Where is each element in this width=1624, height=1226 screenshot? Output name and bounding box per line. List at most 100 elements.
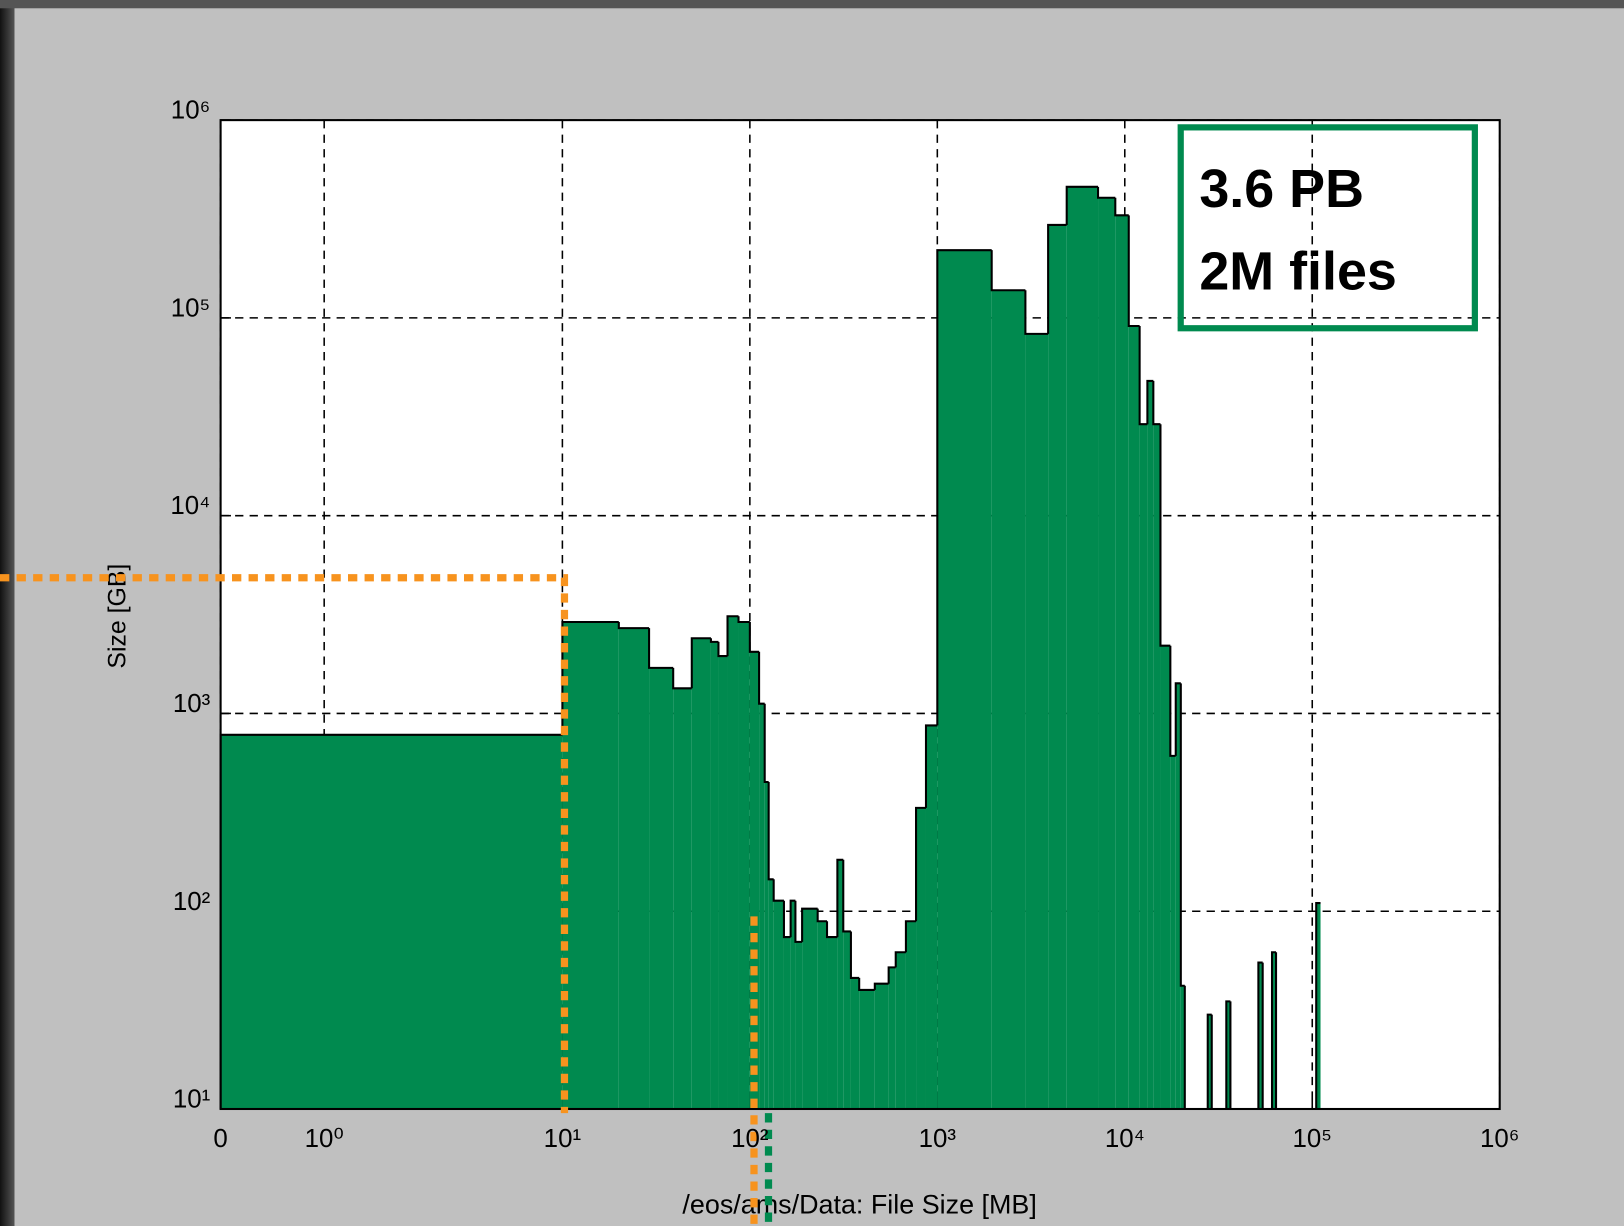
step-outline	[690, 637, 711, 689]
step-outline	[801, 907, 818, 942]
bar	[768, 879, 774, 1109]
step-outline	[836, 858, 844, 938]
left-edge	[0, 0, 15, 1226]
step-outline	[858, 977, 875, 991]
bar	[795, 941, 803, 1109]
bar	[991, 290, 1026, 1109]
step-outline	[748, 621, 760, 653]
step-outline	[1097, 186, 1116, 199]
bar	[1170, 755, 1176, 1109]
bar	[802, 908, 818, 1109]
step-outline	[763, 703, 769, 784]
bar	[874, 983, 889, 1109]
bar	[710, 641, 719, 1109]
step-outline	[816, 908, 828, 923]
step-outline	[1065, 185, 1099, 225]
y-tick-label: 10¹	[173, 1086, 211, 1114]
step-outline	[894, 951, 906, 968]
bar	[837, 859, 844, 1109]
bar	[1180, 985, 1185, 1109]
step-outline	[772, 879, 784, 902]
step-outline	[617, 621, 650, 630]
x-tick-label: 10⁶	[1480, 1125, 1519, 1153]
y-tick-label: 10⁵	[171, 294, 211, 322]
step-outline	[915, 806, 926, 922]
y-tick-label: 10³	[173, 690, 211, 718]
bar	[895, 952, 906, 1109]
orange-guide	[0, 574, 569, 1114]
x-tick-label: 10⁵	[1292, 1125, 1332, 1153]
step-outline	[904, 920, 917, 953]
step-outline	[1146, 379, 1154, 425]
bar	[850, 977, 860, 1109]
step-outline	[924, 724, 938, 808]
step-outline	[794, 900, 803, 943]
bar	[759, 703, 765, 1109]
bar	[1147, 380, 1154, 1109]
bar	[691, 638, 711, 1109]
step-outline	[1225, 1000, 1231, 1109]
step-outline	[849, 931, 860, 979]
step-outline	[726, 615, 739, 657]
bar	[718, 656, 728, 1109]
bar	[649, 667, 674, 1109]
step-outline	[825, 921, 838, 939]
step-outline	[1047, 223, 1067, 334]
step-outline	[1127, 215, 1140, 328]
bar	[1207, 1014, 1212, 1109]
step-outline	[1206, 1013, 1212, 1109]
step-outline	[789, 899, 796, 938]
histogram	[219, 185, 1321, 1111]
bar	[790, 900, 796, 1109]
bar	[727, 616, 739, 1109]
bar	[817, 921, 828, 1109]
overlay-lines	[0, 574, 773, 1226]
bar	[1025, 333, 1049, 1109]
bar	[1139, 424, 1148, 1109]
bar	[843, 931, 851, 1109]
step-outline	[936, 249, 992, 726]
bar	[859, 989, 875, 1109]
step-outline	[709, 638, 719, 643]
top-edge	[0, 0, 1624, 9]
x-tick-label: 10¹	[544, 1125, 582, 1153]
step-outline	[1179, 683, 1185, 987]
bar	[749, 651, 760, 1109]
bar	[738, 621, 750, 1109]
x-tick-label: 10⁰	[305, 1125, 344, 1153]
step-outline	[1169, 645, 1176, 757]
bar	[888, 967, 896, 1109]
step-outline	[1270, 951, 1277, 1109]
step-outline	[1152, 380, 1161, 426]
step-outline	[1024, 290, 1049, 335]
bar	[1316, 903, 1321, 1109]
step-outline	[767, 782, 774, 881]
step-outline	[1114, 197, 1129, 217]
y-tick-label: 10⁴	[170, 492, 210, 520]
y-tick-label: 10⁶	[171, 97, 210, 125]
step-outline	[782, 900, 791, 939]
bar	[1153, 424, 1161, 1109]
y-tick-label: 10²	[173, 888, 211, 916]
step-outline	[1174, 682, 1181, 756]
step-outline	[672, 667, 692, 690]
step-outline	[990, 250, 1026, 292]
step-outline	[758, 651, 765, 705]
step-outline	[1159, 424, 1171, 647]
bar	[1226, 1001, 1231, 1109]
bar	[905, 921, 917, 1109]
bar	[937, 250, 992, 1109]
bar	[1066, 186, 1099, 1109]
bar	[916, 807, 926, 1109]
step-outline	[1257, 961, 1263, 1109]
step-outline	[887, 966, 896, 984]
x-tick-label: 0	[213, 1125, 227, 1153]
bar	[827, 937, 838, 1109]
bar	[1128, 325, 1140, 1109]
x-tick-label: 10³	[919, 1125, 957, 1153]
step-outline	[648, 628, 674, 669]
bar	[1115, 215, 1129, 1109]
bar	[673, 688, 692, 1109]
bar	[764, 782, 769, 1109]
